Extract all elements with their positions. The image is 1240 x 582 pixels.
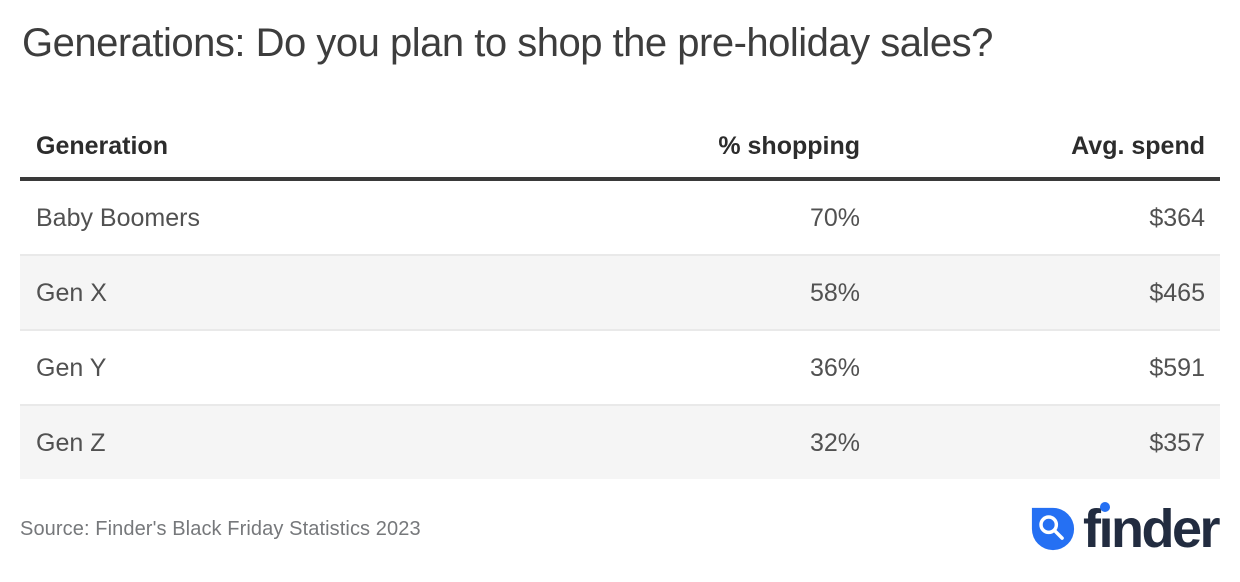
table-header: Generation % shopping Avg. spend	[20, 108, 1220, 181]
finder-magnifier-icon	[1031, 507, 1075, 551]
cell-shopping: 58%	[540, 254, 860, 330]
cell-shopping: 36%	[540, 329, 860, 405]
column-header-shopping: % shopping	[540, 108, 860, 181]
finder-logo: fı nder	[1030, 499, 1221, 559]
footer: Source: Finder's Black Friday Statistics…	[20, 499, 1221, 559]
cell-spend: $465	[860, 254, 1220, 330]
cell-shopping: 70%	[809, 203, 860, 232]
table-row: Baby Boomers 70% $364	[20, 179, 1220, 255]
cell-shopping: 32%	[540, 404, 860, 479]
column-header-spend: Avg. spend	[860, 108, 1220, 181]
cell-generation: Gen Z	[20, 404, 540, 479]
table-row: Gen Z 32% $357	[20, 404, 1220, 479]
cell-spend: $364	[1149, 203, 1205, 232]
source-note: Source: Finder's Black Friday Statistics…	[20, 517, 421, 540]
cell-spend: $357	[860, 404, 1220, 479]
table-row: Gen Y 36% $591	[20, 329, 1220, 405]
cell-generation: Baby Boomers	[36, 203, 200, 232]
column-header-generation: Generation	[20, 108, 540, 181]
cell-generation: Gen Y	[20, 329, 540, 405]
cell-spend: $591	[860, 329, 1220, 405]
page-title: Generations: Do you plan to shop the pre…	[22, 21, 993, 65]
table-row: Gen X 58% $465	[20, 254, 1220, 330]
generations-table: Generation % shopping Avg. spend Baby Bo…	[20, 108, 1220, 479]
cell-generation: Gen X	[20, 254, 540, 330]
finder-logo-text: fı nder	[1082, 499, 1221, 559]
